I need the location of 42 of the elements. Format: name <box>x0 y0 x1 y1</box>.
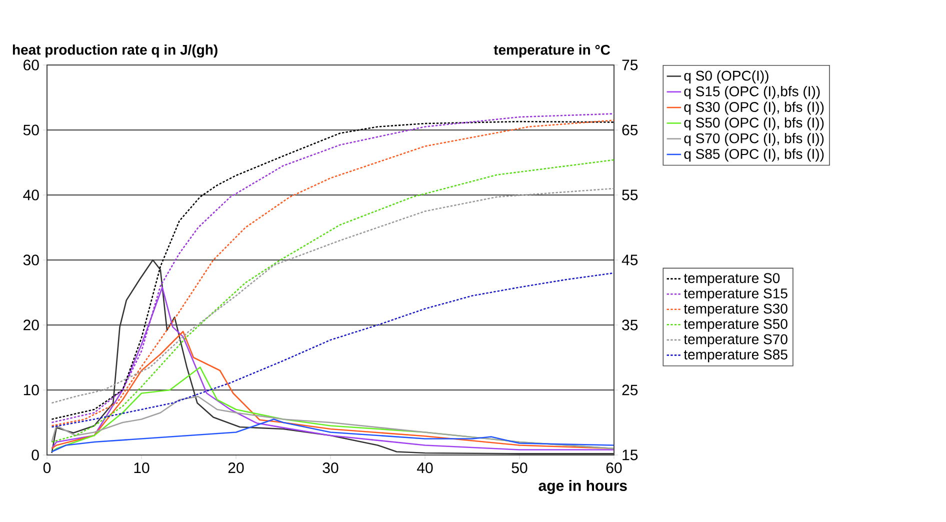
line-series <box>51 259 614 454</box>
legend-label: temperature S15 <box>684 288 788 302</box>
x-tick-label: 50 <box>512 462 528 474</box>
line-series <box>51 159 614 443</box>
line-series <box>51 396 614 450</box>
x-tick-label: 60 <box>606 462 622 474</box>
y-tick-label: 50 <box>23 124 39 136</box>
x-tick-label: 10 <box>134 462 150 474</box>
line-series <box>51 188 614 404</box>
y2-tick-label: 75 <box>622 60 638 70</box>
y-tick-label: 40 <box>23 190 39 200</box>
y2-axis-title: temperature in °C <box>494 44 610 58</box>
x-tick-label: 0 <box>43 462 51 474</box>
y-tick-label: 30 <box>23 254 39 266</box>
legend-label: q S70 (OPC (I), bfs (I)) <box>684 132 824 146</box>
legend-label: temperature S0 <box>684 273 780 286</box>
y2-tick-label: 55 <box>622 190 638 200</box>
y-axis-title: heat production rate q in J/(gh) <box>12 44 218 58</box>
legend-label: temperature S50 <box>684 319 788 332</box>
legend-label: q S0 (OPC(I)) <box>684 70 768 84</box>
y-tick-label: 60 <box>24 60 39 70</box>
legend-label: temperature S30 <box>684 304 788 316</box>
line-series <box>51 286 614 450</box>
legend-label: q S85 (OPC (I), bfs (I)) <box>684 148 824 162</box>
y2-tick-label: 35 <box>622 320 638 330</box>
y2-tick-label: 65 <box>622 124 638 136</box>
y-tick-label: 10 <box>24 384 39 396</box>
legend-label: temperature S70 <box>684 334 788 347</box>
legend-label: temperature S85 <box>684 350 788 362</box>
y-tick-label: 20 <box>24 320 39 330</box>
line-series <box>51 272 614 428</box>
legend-label: q S50 (OPC (I), bfs (I)) <box>684 117 824 130</box>
y2-tick-label: 15 <box>622 450 638 460</box>
x-tick-label: 20 <box>228 462 244 474</box>
y-tick-label: 0 <box>32 450 39 460</box>
x-tick-label: 30 <box>322 462 338 474</box>
x-tick-label: 40 <box>417 462 433 474</box>
legend-label: q S30 (OPC (I), bfs (I)) <box>684 102 824 115</box>
x-axis-title: age in hours <box>538 480 627 494</box>
y2-tick-label: 45 <box>622 254 638 266</box>
y2-tick-label: 25 <box>622 384 638 396</box>
legend-label: q S15 (OPC (I),bfs (I)) <box>684 86 820 100</box>
